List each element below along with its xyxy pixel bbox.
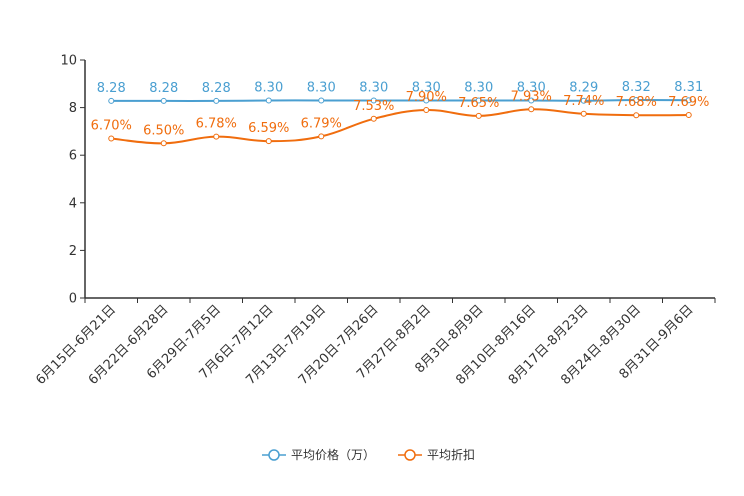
data-label: 8.31 xyxy=(674,80,703,95)
data-label: 8.32 xyxy=(622,80,651,95)
data-point[interactable] xyxy=(633,112,640,119)
y-tick-label: 2 xyxy=(69,244,77,259)
data-point[interactable] xyxy=(423,106,430,113)
data-label: 8.30 xyxy=(254,80,283,95)
data-point[interactable] xyxy=(160,97,167,104)
data-label: 6.70% xyxy=(91,119,132,134)
data-point[interactable] xyxy=(580,110,587,117)
data-label: 6.78% xyxy=(196,117,237,132)
series-layer: 8.28 8.28 8.28 8.30 8.30 8.30 8.30 8.30 8.30 8.29… xyxy=(91,80,709,147)
data-label: 7.90% xyxy=(406,90,447,105)
data-label: 8.28 xyxy=(97,81,126,96)
data-label: 8.28 xyxy=(202,81,231,96)
y-tick-label: 6 xyxy=(69,149,77,164)
series-line xyxy=(111,98,689,102)
data-label: 8.30 xyxy=(464,80,493,95)
y-tick-label: 10 xyxy=(60,54,77,69)
data-point[interactable] xyxy=(580,97,587,104)
series-line xyxy=(111,108,689,145)
legend-marker-discount xyxy=(404,449,416,461)
legend-item-discount[interactable]: 平均折扣 xyxy=(398,447,475,462)
data-label: 7.65% xyxy=(458,96,499,111)
y-tick-label: 4 xyxy=(69,196,77,211)
data-label: 7.53% xyxy=(353,99,394,114)
legend-marker-price xyxy=(268,449,280,461)
data-label: 7.69% xyxy=(668,95,709,110)
data-label: 8.28 xyxy=(149,81,178,96)
data-label: 8.30 xyxy=(412,80,441,95)
data-label: 6.59% xyxy=(248,121,289,136)
legend-label-discount: 平均折扣 xyxy=(427,447,475,462)
y-tick-label: 8 xyxy=(69,101,77,116)
data-point[interactable] xyxy=(213,133,220,140)
data-label: 8.29 xyxy=(569,81,598,96)
data-point[interactable] xyxy=(633,96,640,103)
data-point[interactable] xyxy=(370,97,377,104)
data-point[interactable] xyxy=(528,106,535,113)
legend[interactable]: 平均价格（万） 平均折扣 xyxy=(262,447,475,462)
data-point[interactable] xyxy=(160,140,167,147)
data-label: 6.79% xyxy=(301,116,342,131)
y-tick-label: 0 xyxy=(69,292,77,307)
data-point[interactable] xyxy=(475,112,482,119)
data-point[interactable] xyxy=(108,135,115,142)
data-label: 8.30 xyxy=(517,80,546,95)
data-point[interactable] xyxy=(318,133,325,140)
data-point[interactable] xyxy=(528,97,535,104)
data-point[interactable] xyxy=(213,97,220,104)
legend-label-price: 平均价格（万） xyxy=(291,447,375,462)
legend-item-price[interactable]: 平均价格（万） xyxy=(262,447,375,462)
data-label: 8.30 xyxy=(307,80,336,95)
data-point[interactable] xyxy=(685,97,692,104)
data-point[interactable] xyxy=(265,138,272,145)
data-point[interactable] xyxy=(318,97,325,104)
data-point[interactable] xyxy=(265,97,272,104)
series-price: 8.28 8.28 8.28 8.30 8.30 8.30 8.30 8.30 8.30 8.29… xyxy=(97,80,703,104)
data-label: 6.50% xyxy=(143,123,184,138)
data-point[interactable] xyxy=(685,111,692,118)
data-label: 7.74% xyxy=(563,94,604,109)
series-discount: 6.70% 6.50% 6.78% 6.59% 6.79% 7.53% 7.90% 7.65%… xyxy=(91,89,709,147)
data-point[interactable] xyxy=(108,97,115,104)
data-point[interactable] xyxy=(370,115,377,122)
data-label: 8.30 xyxy=(359,80,388,95)
data-label: 7.93% xyxy=(511,89,552,104)
data-label: 7.68% xyxy=(616,95,657,110)
data-point[interactable] xyxy=(475,97,482,104)
data-point[interactable] xyxy=(423,97,430,104)
